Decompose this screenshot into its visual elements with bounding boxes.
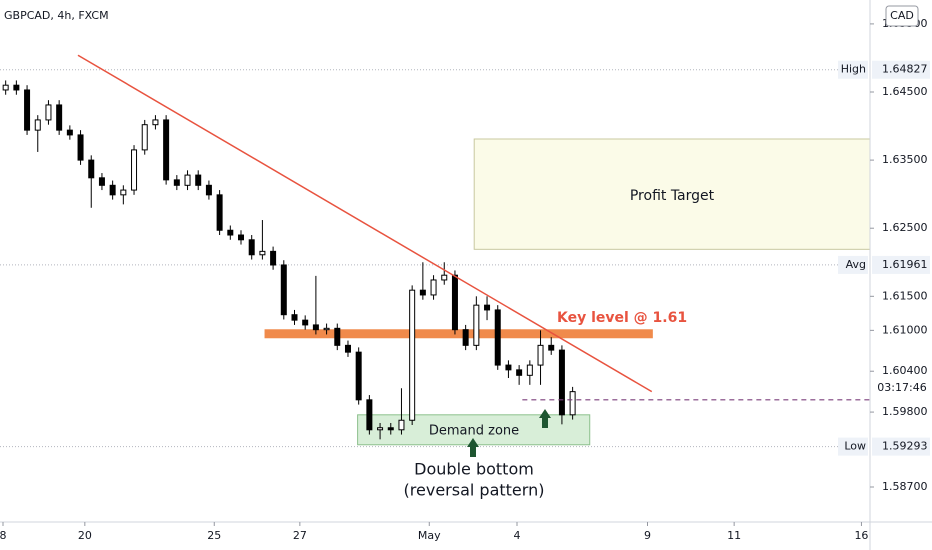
x-tick-label: 27 [293, 529, 307, 542]
candle-body [473, 304, 480, 346]
candle-body [45, 104, 52, 121]
x-tick-label: 20 [78, 529, 92, 542]
candle-body [205, 184, 212, 196]
y-tick-label: 1.59800 [882, 405, 928, 418]
candle-body [302, 319, 309, 326]
candle-body [195, 174, 202, 186]
chart-title: GBPCAD, 4h, FXCM [4, 9, 109, 22]
candle-body [216, 194, 223, 231]
candle-body [430, 279, 437, 296]
candle-body [2, 84, 9, 91]
countdown: 03:17:46 [877, 381, 926, 394]
candle-body [494, 309, 501, 366]
pattern-note: (reversal pattern) [404, 481, 545, 500]
x-tick-label: 8 [0, 529, 6, 542]
candle-body [569, 391, 576, 416]
stat-value-bg [872, 437, 930, 456]
stat-label-bg [838, 255, 868, 274]
y-tick-label: 1.63500 [882, 153, 928, 166]
y-tick-label: 1.58700 [882, 480, 928, 493]
candle-body [141, 124, 148, 151]
x-tick-label: May [418, 529, 441, 542]
candle-body [526, 364, 533, 376]
profit-target-label: Profit Target [630, 188, 715, 204]
candle-body [291, 314, 298, 321]
candle-body [24, 89, 31, 131]
candle-body [462, 329, 469, 346]
candle-body [312, 324, 319, 331]
candle-body [366, 399, 373, 431]
x-tick-label: 25 [207, 529, 221, 542]
candle-body [98, 177, 105, 186]
stat-value: 1.61961 [882, 258, 928, 271]
y-tick-label: 1.60400 [882, 364, 928, 377]
candle-body [441, 274, 448, 281]
candle-body [484, 304, 491, 311]
candle-body [131, 149, 138, 191]
x-tick-label: 16 [854, 529, 868, 542]
key-level-label: Key level @ 1.61 [557, 310, 687, 326]
candle-body [387, 427, 394, 431]
arrow-up [467, 438, 479, 457]
trendline [77, 54, 653, 393]
key-level-band [264, 329, 653, 339]
candle-body [334, 327, 341, 346]
candle-body [355, 351, 362, 401]
arrow-up [539, 409, 551, 428]
x-tick-label: 9 [644, 529, 651, 542]
candle-body [280, 264, 287, 316]
candle-body [516, 369, 523, 376]
candle-body [419, 289, 426, 296]
candle-body [88, 159, 95, 179]
demand-zone-label: Demand zone [429, 424, 519, 439]
candle-body [451, 274, 458, 331]
candle-body [173, 179, 180, 186]
stat-label: High [841, 63, 866, 76]
candle-body [505, 364, 512, 371]
candle-body [398, 419, 405, 431]
candle-body [227, 229, 234, 236]
y-tick-label: 1.62500 [882, 221, 928, 234]
candle-body [323, 327, 330, 331]
stat-value-bg [872, 255, 930, 274]
candle-body [184, 174, 191, 186]
y-tick-label: 1.61000 [882, 323, 928, 336]
stat-label: Low [844, 440, 866, 453]
candle-body [13, 84, 20, 91]
y-tick-label: 1.64500 [882, 85, 928, 98]
candle-body [120, 189, 127, 196]
stat-label: Avg [846, 258, 866, 271]
candle-body [77, 134, 84, 161]
candle-body [344, 344, 351, 353]
stat-value: 1.59293 [882, 440, 928, 453]
candle-body [558, 349, 565, 416]
candle-body [109, 184, 116, 196]
stat-value: 1.64827 [882, 63, 928, 76]
profit-target-zone [473, 138, 871, 250]
x-tick-label: 4 [513, 529, 520, 542]
stat-label-bg [838, 60, 868, 79]
candle-body [56, 104, 63, 131]
candle-body [409, 289, 416, 421]
y-tick-label: 1.61500 [882, 289, 928, 302]
candle-body [270, 250, 277, 266]
candle-body [66, 129, 73, 136]
x-tick-label: 11 [727, 529, 741, 542]
pattern-note: Double bottom [414, 460, 534, 479]
currency-box[interactable] [885, 5, 919, 27]
candle-body [537, 344, 544, 366]
candle-body [248, 239, 255, 256]
candle-body [163, 119, 170, 181]
candle-body [377, 427, 384, 431]
candle-body [259, 250, 266, 256]
candle-body [548, 344, 555, 351]
currency[interactable]: CAD [890, 9, 914, 22]
stat-value-bg [872, 60, 930, 79]
stat-label-bg [838, 437, 868, 456]
candle-body [238, 234, 245, 241]
candle-body [34, 119, 41, 131]
candle-body [152, 119, 159, 126]
